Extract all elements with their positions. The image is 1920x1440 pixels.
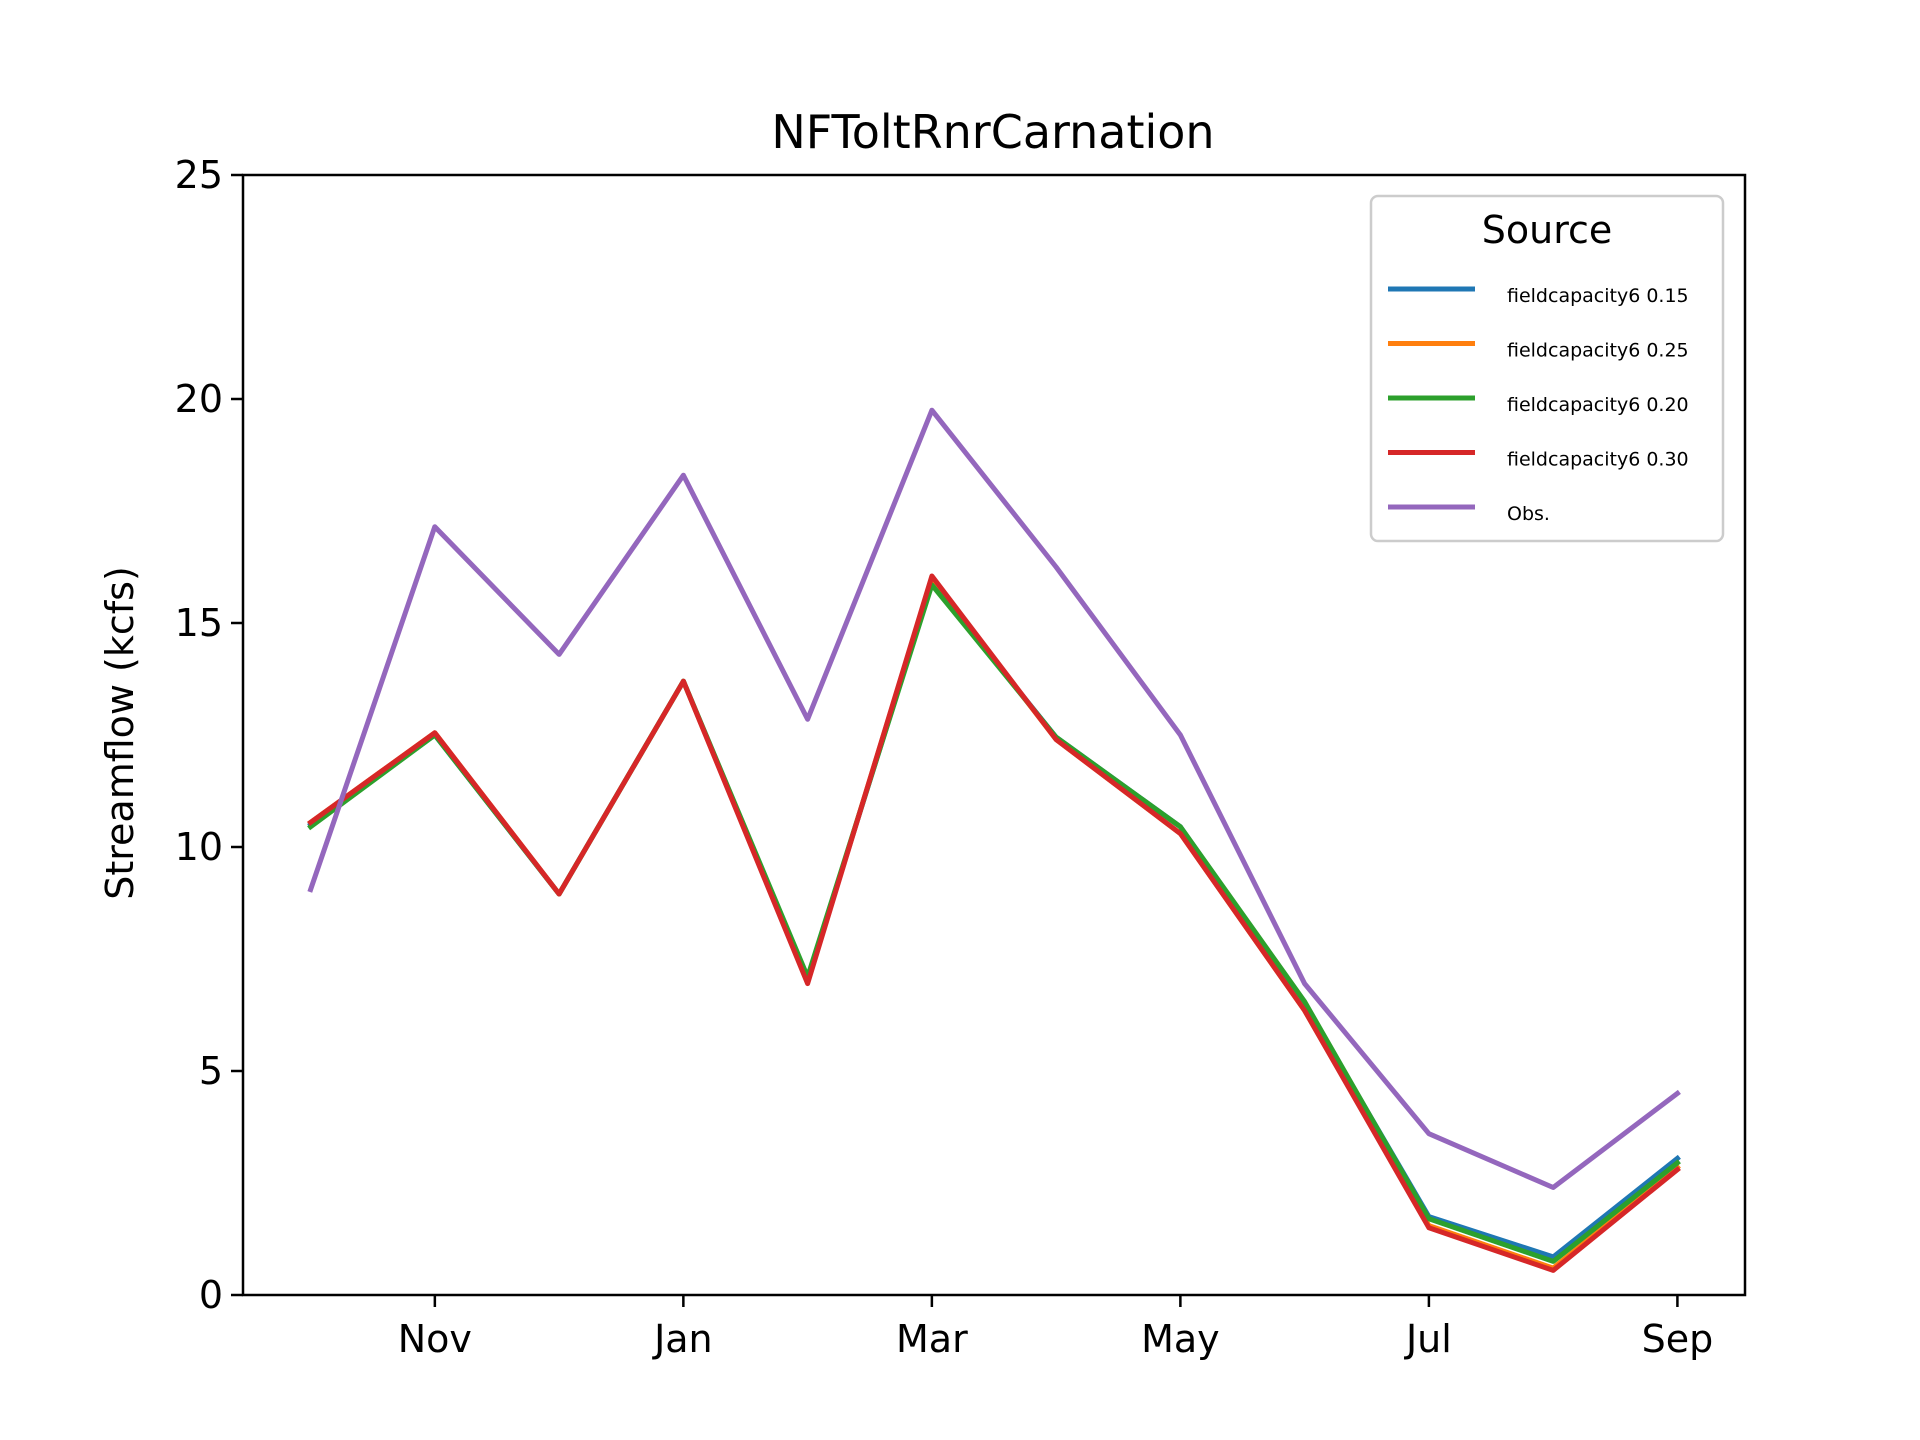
- y-axis-label: Streamflow (kcfs): [98, 566, 142, 900]
- legend-label: fieldcapacity6 0.30: [1507, 449, 1689, 471]
- series-line-3: [307, 582, 1681, 1264]
- x-tick-label: May: [1141, 1317, 1220, 1361]
- chart-title: NFToltRnrCarnation: [771, 105, 1214, 159]
- series-line-1: [307, 580, 1681, 1260]
- x-tick-label: Nov: [398, 1317, 472, 1361]
- x-tick-label: Jul: [1404, 1317, 1452, 1361]
- y-tick-label: 10: [175, 825, 223, 869]
- y-axis: 0 5 10 15 20 25: [175, 153, 243, 1317]
- legend-label: fieldcapacity6 0.20: [1507, 394, 1689, 416]
- y-tick-label: 20: [175, 377, 223, 421]
- y-tick-label: 0: [199, 1273, 223, 1317]
- series-layer: [307, 407, 1681, 1273]
- plot-frame: [241, 173, 1747, 1297]
- y-tick-label: 25: [175, 153, 223, 197]
- y-tick-label: 5: [199, 1049, 223, 1093]
- legend-items: fieldcapacity6 0.15 fieldcapacity6 0.25 fi…: [1388, 285, 1689, 525]
- series-line-5: [307, 407, 1681, 1190]
- legend-label: fieldcapacity6 0.15: [1507, 285, 1689, 307]
- legend-label: fieldcapacity6 0.25: [1507, 340, 1689, 362]
- x-tick-label: Sep: [1642, 1317, 1714, 1361]
- x-tick-label: Mar: [896, 1317, 968, 1361]
- x-axis: Nov Jan Mar May Jul Sep: [398, 1295, 1713, 1361]
- x-tick-label: Jan: [652, 1317, 713, 1361]
- series-line-2: [307, 575, 1681, 1271]
- legend: Source fieldcapacity6 0.15fieldcapacity6…: [1369, 194, 1725, 543]
- y-tick-label: 15: [175, 601, 223, 645]
- legend-title: Source: [1482, 208, 1613, 252]
- legend-label: Obs.: [1507, 503, 1550, 525]
- series-line-4: [307, 573, 1681, 1273]
